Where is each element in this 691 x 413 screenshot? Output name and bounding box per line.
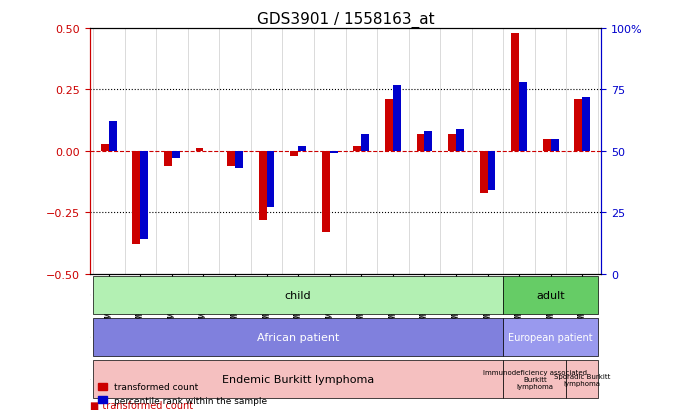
Text: GSM656464: GSM656464: [483, 279, 492, 330]
Text: GSM656454: GSM656454: [167, 279, 176, 330]
Text: GSM656458: GSM656458: [294, 279, 303, 330]
Text: GSM656467: GSM656467: [578, 279, 587, 330]
Bar: [511, 34, 519, 152]
Bar: [488, 152, 495, 191]
Text: ■ transformed count: ■ transformed count: [90, 400, 193, 410]
Bar: [140, 152, 149, 240]
Text: GSM656461: GSM656461: [388, 279, 397, 330]
Bar: [258, 152, 267, 220]
Bar: [519, 83, 527, 152]
Bar: [322, 152, 330, 233]
Bar: [361, 134, 369, 152]
Bar: [290, 152, 298, 157]
FancyArrowPatch shape: [85, 377, 89, 382]
Text: GSM656462: GSM656462: [420, 279, 429, 330]
Bar: [353, 147, 361, 152]
Text: GSM656460: GSM656460: [357, 279, 366, 330]
Bar: [503, 318, 598, 356]
Bar: [298, 147, 306, 152]
Bar: [133, 152, 140, 245]
Bar: [417, 134, 424, 152]
Bar: [424, 132, 433, 152]
Text: European patient: European patient: [509, 332, 593, 342]
Bar: [567, 361, 598, 399]
Text: GSM656457: GSM656457: [262, 279, 271, 330]
Bar: [108, 122, 117, 152]
Bar: [480, 152, 488, 193]
Bar: [101, 144, 108, 152]
Bar: [393, 85, 401, 152]
Text: GSM656463: GSM656463: [451, 279, 460, 330]
Text: GSM656466: GSM656466: [546, 279, 555, 330]
Bar: [235, 152, 243, 169]
Text: Sporadic Burkitt
lymphoma: Sporadic Burkitt lymphoma: [554, 373, 610, 386]
Bar: [196, 149, 203, 152]
Text: GSM656453: GSM656453: [136, 279, 145, 330]
Bar: [330, 152, 338, 154]
Bar: [503, 361, 567, 399]
Bar: [267, 152, 274, 208]
Text: GSM656465: GSM656465: [515, 279, 524, 330]
Bar: [503, 276, 598, 314]
Text: African patient: African patient: [257, 332, 339, 342]
FancyArrowPatch shape: [85, 335, 89, 339]
Text: GSM656452: GSM656452: [104, 279, 113, 330]
Legend: transformed count, percentile rank within the sample: transformed count, percentile rank withi…: [95, 379, 271, 408]
Text: adult: adult: [536, 290, 565, 300]
Bar: [172, 152, 180, 159]
Text: GSM656455: GSM656455: [199, 279, 208, 330]
Bar: [583, 97, 590, 152]
Bar: [448, 134, 456, 152]
Text: GSM656456: GSM656456: [231, 279, 240, 330]
Bar: [551, 139, 558, 152]
Bar: [164, 152, 172, 166]
Bar: [93, 276, 503, 314]
Title: GDS3901 / 1558163_at: GDS3901 / 1558163_at: [256, 12, 435, 28]
Bar: [574, 100, 583, 152]
Bar: [93, 361, 503, 399]
Bar: [542, 139, 551, 152]
Bar: [456, 129, 464, 152]
Text: child: child: [285, 290, 312, 300]
Bar: [227, 152, 235, 166]
Text: Immunodeficiency associated
Burkitt
lymphoma: Immunodeficiency associated Burkitt lymp…: [483, 370, 587, 389]
Text: GSM656459: GSM656459: [325, 279, 334, 330]
Bar: [93, 318, 503, 356]
Bar: [385, 100, 393, 152]
FancyArrowPatch shape: [85, 293, 89, 297]
Text: Endemic Burkitt lymphoma: Endemic Burkitt lymphoma: [222, 375, 375, 385]
